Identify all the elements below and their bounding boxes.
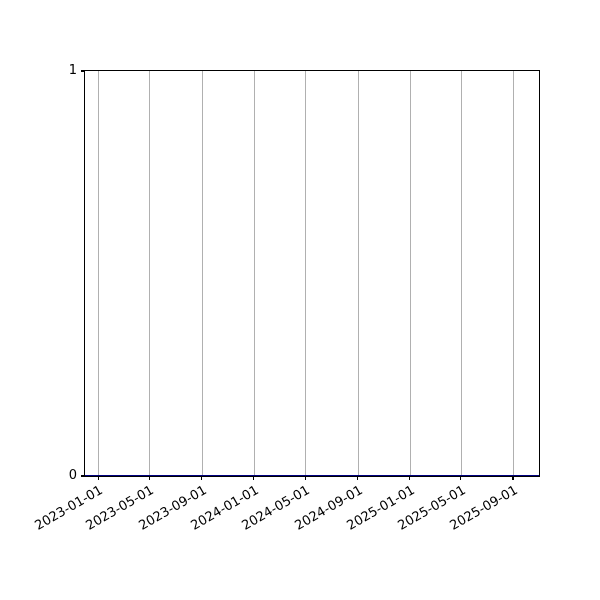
gridline-vertical [149, 71, 151, 476]
gridline-vertical [98, 71, 100, 476]
series-line [85, 474, 539, 476]
x-axis-tick-mark [512, 476, 514, 480]
gridline-vertical [305, 71, 307, 476]
gridline-vertical [201, 71, 203, 476]
y-axis-tick-label: 0 [68, 468, 77, 483]
x-axis-tick-mark [356, 476, 359, 480]
x-axis-tick-mark [253, 476, 255, 480]
plot-area [85, 71, 539, 476]
x-axis-tick-mark [97, 476, 99, 480]
x-axis-tick-mark [201, 476, 203, 480]
y-axis-tick-mark [81, 475, 85, 477]
x-axis-tick-mark [459, 476, 462, 480]
x-axis-tick-mark [408, 476, 411, 480]
y-axis-tick-mark [81, 70, 85, 72]
gridline-vertical [460, 71, 462, 476]
x-axis-tick-mark [148, 476, 150, 480]
y-axis-tick-label: 1 [68, 63, 77, 78]
gridline-vertical [357, 71, 359, 476]
gridline-vertical [513, 71, 515, 476]
gridline-vertical [253, 71, 255, 476]
x-axis-tick-mark [304, 476, 306, 480]
gridline-vertical [409, 71, 411, 476]
